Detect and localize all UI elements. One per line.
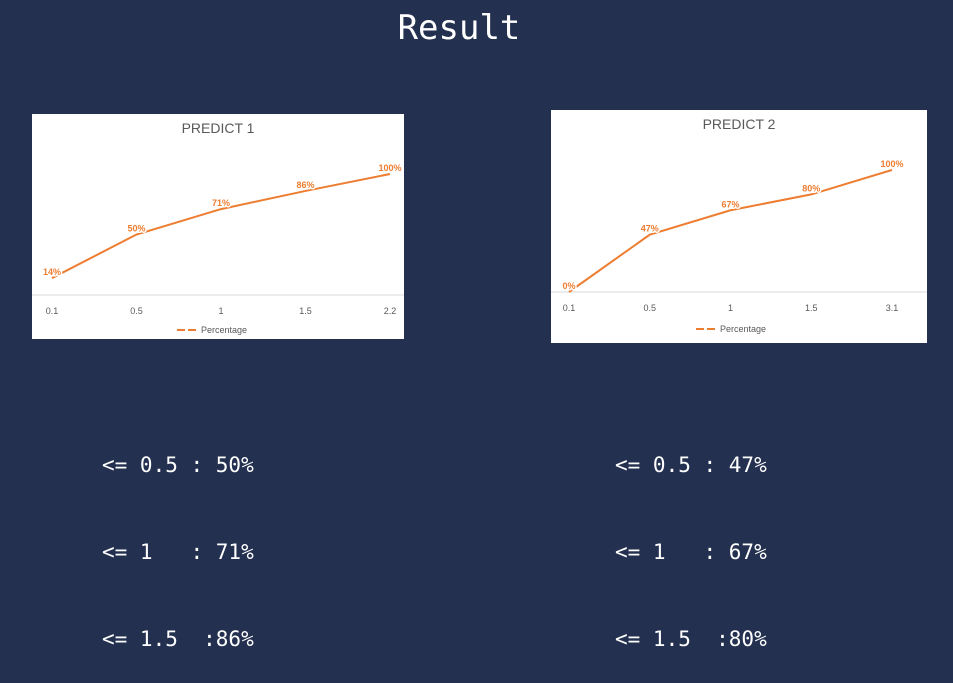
data-label: 86% [296,180,314,190]
summary-line: <= 1.5 :86% [102,627,254,651]
x-tick-label: 2.2 [384,306,397,316]
summary-line: <= 0.5 : 47% [615,453,767,477]
chart-predict-2: 0.1 0.5 1 1.5 3.1 0% 47% 67% 80% 100% Percentage [551,158,927,334]
x-tick-label: 1.5 [299,306,312,316]
legend-label: Percentage [720,324,766,334]
summary-line: <= 0.5 : 50% [102,453,254,477]
summary-predict-2: <= 0.5 : 47% <= 1 : 67% <= 1.5 :80% [615,393,767,683]
data-label: 80% [802,183,820,193]
chart-title: PREDICT 2 [702,116,776,132]
series-line-percentage [568,169,893,293]
summary-line: <= 1.5 :80% [615,627,767,651]
summary-predict-1: <= 0.5 : 50% <= 1 : 71% <= 1.5 :86% [102,393,254,683]
data-label: 47% [641,224,659,234]
data-label: 100% [378,163,401,173]
data-label: 0% [562,281,575,291]
data-label: 67% [721,199,739,209]
x-tick-label: 0.5 [130,306,143,316]
x-tick-label: 3.1 [886,303,899,313]
x-tick-label: 0.1 [46,306,59,316]
data-label: 71% [212,198,230,208]
series-line-percentage [51,173,391,279]
data-label: 100% [880,159,903,169]
data-label: 14% [43,267,61,277]
chart-title: PREDICT 1 [181,120,255,136]
summary-line: <= 1 : 71% [102,540,254,564]
chart-predict-1: 0.1 0.5 1 1.5 2.2 14% 50% 71% 86% 100% Percentage [32,162,404,335]
x-tick-label: 1.5 [805,303,818,313]
x-tick-label: 1 [728,303,733,313]
chart-panel-predict-2: PREDICT 2 0.1 0.5 1 1.5 3.1 0% 47% 67% 80% 100% Pe… [551,110,927,343]
page-title: Result [397,8,521,48]
data-label: 50% [127,224,145,234]
legend-label: Percentage [201,325,247,335]
x-tick-label: 0.1 [563,303,576,313]
summary-line: <= 1 : 67% [615,540,767,564]
x-tick-label: 0.5 [643,303,656,313]
x-tick-label: 1 [218,306,223,316]
chart-panel-predict-1: PREDICT 1 0.1 0.5 1 1.5 2.2 14% 50% 71% 86% 100% P… [32,114,404,339]
